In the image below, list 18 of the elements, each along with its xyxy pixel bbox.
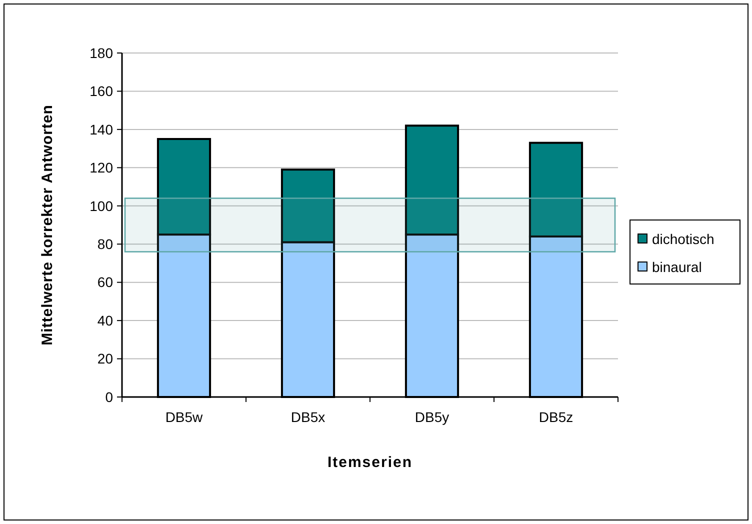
y-tick-label: 80 bbox=[97, 236, 114, 252]
y-tick-label: 100 bbox=[90, 198, 114, 214]
x-tick-label: DB5w bbox=[165, 409, 204, 425]
x-tick-label: DB5y bbox=[414, 409, 450, 425]
x-tick-label: DB5x bbox=[290, 409, 326, 425]
y-tick-label: 60 bbox=[97, 274, 114, 290]
y-axis-title: Mittelwerte korrekter Antworten bbox=[39, 104, 56, 346]
legend-label: dichotisch bbox=[652, 230, 714, 247]
y-tick-label: 160 bbox=[90, 83, 114, 100]
y-tick-label: 120 bbox=[90, 160, 114, 176]
legend-label: binaural bbox=[652, 258, 702, 275]
x-tick-label: DB5z bbox=[538, 409, 574, 425]
x-axis-title: Itemserien bbox=[327, 454, 413, 471]
y-tick-label: 180 bbox=[90, 44, 114, 61]
y-tick-label: 0 bbox=[105, 388, 114, 405]
y-tick-label: 140 bbox=[90, 121, 114, 138]
y-tick-label: 40 bbox=[97, 312, 114, 328]
y-tick-label: 20 bbox=[97, 350, 114, 367]
